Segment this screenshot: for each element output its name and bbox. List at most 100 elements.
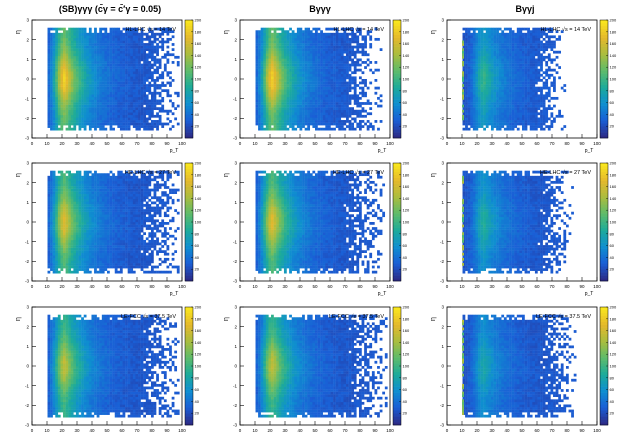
- heatmap-cell: [534, 66, 538, 69]
- heatmap-cell: [470, 89, 474, 93]
- heatmap-cell: [503, 79, 507, 82]
- heatmap-cell: [96, 79, 100, 82]
- heatmap-cell: [327, 99, 331, 103]
- heatmap-cell: [109, 114, 113, 118]
- heatmap-cell: [258, 66, 261, 69]
- heatmap-cell: [109, 45, 113, 49]
- heatmap-cell: [273, 125, 277, 128]
- collider-label: HL-LHC √s = 14 TeV: [126, 26, 177, 33]
- heatmap-cell: [135, 53, 139, 57]
- heatmap-cell: [333, 79, 336, 82]
- heatmap-cell: [340, 125, 344, 128]
- heatmap-cell: [99, 37, 103, 41]
- heatmap-cell: [125, 94, 128, 98]
- heatmap-cell: [83, 76, 87, 80]
- heatmap-cell: [545, 35, 549, 39]
- heatmap-cell: [156, 84, 159, 87]
- heatmap-cell: [125, 117, 128, 121]
- heatmap-cell: [138, 127, 141, 131]
- heatmap-cell: [496, 35, 499, 39]
- heatmap-cell: [467, 94, 471, 98]
- heatmap-cell: [506, 96, 510, 100]
- heatmap-cell: [351, 109, 354, 113]
- heatmap-cell: [516, 73, 520, 77]
- heatmap-cell: [490, 48, 494, 51]
- heatmap-cell: [60, 127, 64, 131]
- heatmap-cell: [114, 96, 118, 100]
- heatmap-cell: [122, 37, 126, 41]
- heatmap-cell: [88, 79, 92, 82]
- heatmap-cell: [475, 66, 479, 69]
- heatmap-cell: [81, 84, 84, 87]
- heatmap-cell: [125, 32, 128, 36]
- heatmap-cell: [503, 114, 507, 118]
- heatmap-cell: [81, 89, 84, 93]
- heatmap-cell: [130, 55, 134, 59]
- heatmap-cell: [140, 27, 144, 31]
- heatmap-cell: [88, 30, 92, 34]
- heatmap-cell: [291, 55, 295, 59]
- heatmap-cell: [125, 50, 128, 54]
- heatmap-cell: [47, 91, 51, 95]
- heatmap-cell: [132, 66, 136, 69]
- heatmap-cell: [265, 45, 269, 49]
- heatmap-cell: [514, 89, 518, 93]
- heatmap-cell: [534, 79, 538, 82]
- colorbar-segment: [185, 28, 193, 33]
- heatmap-cell: [514, 73, 518, 77]
- heatmap-cell: [475, 71, 479, 75]
- heatmap-cell: [88, 63, 92, 67]
- heatmap-cell: [81, 68, 84, 72]
- heatmap-cell: [117, 81, 121, 85]
- heatmap-cell: [263, 66, 267, 69]
- heatmap-cell: [75, 61, 79, 64]
- heatmap-cell: [338, 32, 342, 36]
- heatmap-cell: [340, 86, 344, 90]
- heatmap-cell: [338, 76, 342, 80]
- heatmap-cell: [470, 71, 474, 75]
- heatmap-cell: [96, 48, 100, 51]
- heatmap-cell: [519, 32, 523, 36]
- heatmap-cell: [320, 99, 323, 103]
- heatmap-cell: [307, 102, 311, 105]
- heatmap-cell: [70, 37, 74, 41]
- heatmap-cell: [294, 99, 298, 103]
- heatmap-cell: [132, 84, 136, 87]
- heatmap-cell: [534, 81, 538, 85]
- heatmap-cell: [498, 43, 502, 46]
- heatmap-cell: [542, 102, 546, 105]
- heatmap-cell: [353, 79, 357, 82]
- heatmap-cell: [91, 102, 95, 105]
- heatmap-cell: [101, 68, 105, 72]
- heatmap-cell: [483, 58, 486, 62]
- heatmap-cell: [527, 76, 530, 80]
- heatmap-cell: [532, 104, 536, 108]
- heatmap-cell: [470, 107, 474, 110]
- heatmap-cell: [268, 68, 272, 72]
- heatmap-cell: [86, 112, 90, 116]
- heatmap-cell: [94, 117, 97, 121]
- heatmap-cell: [470, 94, 474, 98]
- heatmap-cell: [509, 30, 512, 34]
- heatmap-cell: [514, 99, 518, 103]
- heatmap-cell: [304, 43, 308, 46]
- heatmap-cell: [101, 32, 105, 36]
- heatmap-cell: [496, 71, 499, 75]
- heatmap-cell: [493, 79, 497, 82]
- heatmap-cell: [78, 91, 82, 95]
- heatmap-cell: [55, 40, 59, 44]
- heatmap-cell: [480, 35, 484, 39]
- heatmap-cell: [145, 79, 149, 82]
- heatmap-cell: [294, 35, 298, 39]
- heatmap-cell: [88, 112, 92, 116]
- heatmap-cell: [75, 53, 79, 57]
- heatmap-cell: [47, 35, 51, 39]
- heatmap-cell: [315, 32, 318, 36]
- heatmap-cell: [358, 122, 362, 126]
- heatmap-cell: [101, 55, 105, 59]
- heatmap-cell: [524, 27, 528, 31]
- heatmap-cell: [78, 50, 82, 54]
- heatmap-cell: [519, 61, 523, 64]
- heatmap-cell: [524, 71, 528, 75]
